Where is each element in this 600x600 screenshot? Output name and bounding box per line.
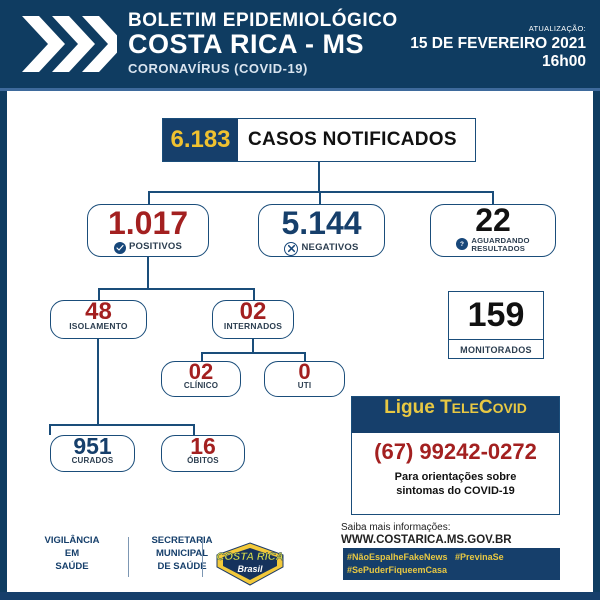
svg-text:Brasil: Brasil [237,564,263,574]
svg-text:COSTA RICA: COSTA RICA [216,551,283,563]
svg-text:?: ? [460,241,464,248]
